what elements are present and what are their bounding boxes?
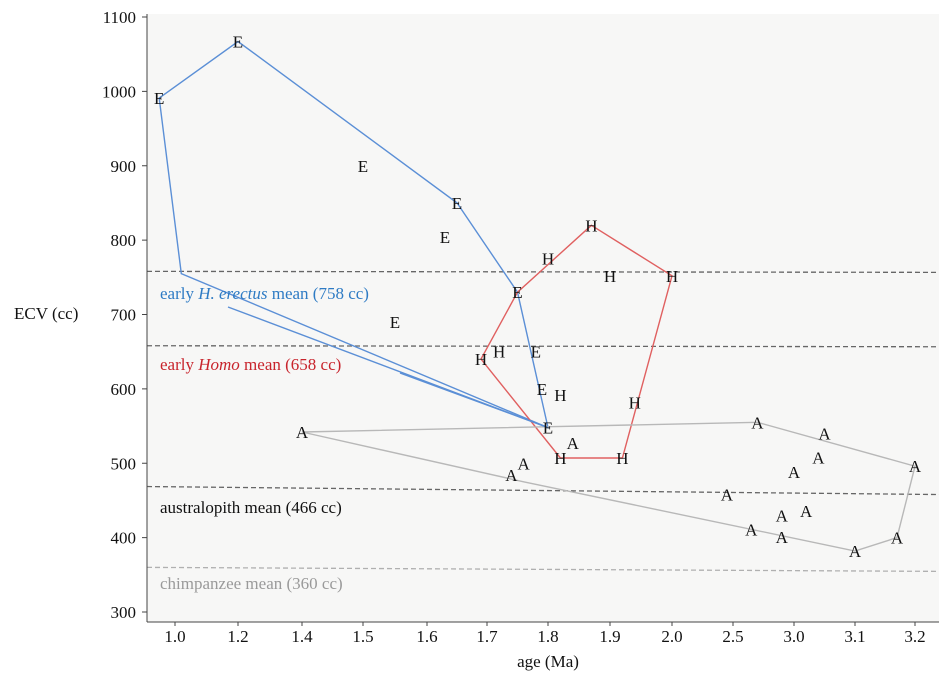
mean-line <box>146 270 940 274</box>
x-axis-title: age (Ma) <box>517 652 579 671</box>
y-tick-label: 500 <box>111 454 137 473</box>
mean-line <box>146 485 940 496</box>
point-E: E <box>154 89 164 108</box>
point-A: A <box>812 448 825 467</box>
y-tick-label: 1100 <box>103 8 136 27</box>
point-E: E <box>512 283 522 302</box>
mean-label: chimpanzee mean (360 cc) <box>160 574 343 593</box>
point-A: A <box>788 463 801 482</box>
x-tick-label: 1.8 <box>537 627 558 646</box>
x-tick-label: 3.1 <box>844 627 865 646</box>
y-tick-label: 700 <box>111 306 137 325</box>
y-axis-title: ECV (cc) <box>14 304 78 323</box>
point-A: A <box>567 434 580 453</box>
point-A: A <box>818 425 831 444</box>
y-tick-label: 600 <box>111 380 137 399</box>
point-A: A <box>891 529 904 548</box>
mean-label: australopith mean (466 cc) <box>160 498 342 517</box>
x-tick-label: 1.2 <box>227 627 248 646</box>
y-tick-label: 900 <box>111 157 137 176</box>
x-tick-label: 1.4 <box>291 627 313 646</box>
y-tick-label: 800 <box>111 231 137 250</box>
point-A: A <box>296 423 309 442</box>
x-tick-label: 1.6 <box>416 627 437 646</box>
point-A: A <box>751 413 764 432</box>
homo-label-leader <box>399 372 549 429</box>
x-tick-label: 3.2 <box>904 627 925 646</box>
point-H: H <box>493 343 505 362</box>
x-tick-label: 1.9 <box>599 627 620 646</box>
point-A: A <box>517 454 530 473</box>
point-A: A <box>776 506 789 525</box>
point-E: E <box>543 419 553 438</box>
point-E: E <box>358 157 368 176</box>
mean-line <box>146 345 940 348</box>
mean-label: early H. erectus mean (758 cc) <box>160 284 369 303</box>
mean-label: early Homo mean (658 cc) <box>160 355 341 374</box>
point-H: H <box>585 216 597 235</box>
hull-A <box>301 421 916 552</box>
point-A: A <box>721 485 734 504</box>
point-H: H <box>554 386 566 405</box>
point-E: E <box>233 33 243 52</box>
mean-line <box>146 566 940 573</box>
point-E: E <box>452 194 462 213</box>
x-tick-label: 1.7 <box>476 627 498 646</box>
point-E: E <box>537 380 547 399</box>
hull-H <box>480 224 673 459</box>
point-E: E <box>440 228 450 247</box>
point-H: H <box>629 393 641 412</box>
y-tick-label: 400 <box>111 529 137 548</box>
point-A: A <box>800 502 813 521</box>
plot-area <box>147 14 939 622</box>
x-tick-label: 1.5 <box>352 627 373 646</box>
point-H: H <box>542 250 554 269</box>
point-E: E <box>390 313 400 332</box>
point-A: A <box>745 520 758 539</box>
point-H: H <box>475 350 487 369</box>
y-tick-label: 300 <box>111 603 137 622</box>
point-H: H <box>604 267 616 286</box>
point-H: H <box>666 267 678 286</box>
point-A: A <box>776 528 789 547</box>
point-E: E <box>531 343 541 362</box>
x-tick-label: 1.0 <box>164 627 185 646</box>
y-tick-label: 1000 <box>102 82 136 101</box>
x-tick-label: 3.0 <box>783 627 804 646</box>
point-H: H <box>554 449 566 468</box>
point-A: A <box>505 466 518 485</box>
point-A: A <box>849 542 862 561</box>
point-H: H <box>616 449 628 468</box>
x-tick-label: 2.0 <box>661 627 682 646</box>
point-A: A <box>909 457 922 476</box>
x-tick-label: 2.5 <box>722 627 743 646</box>
